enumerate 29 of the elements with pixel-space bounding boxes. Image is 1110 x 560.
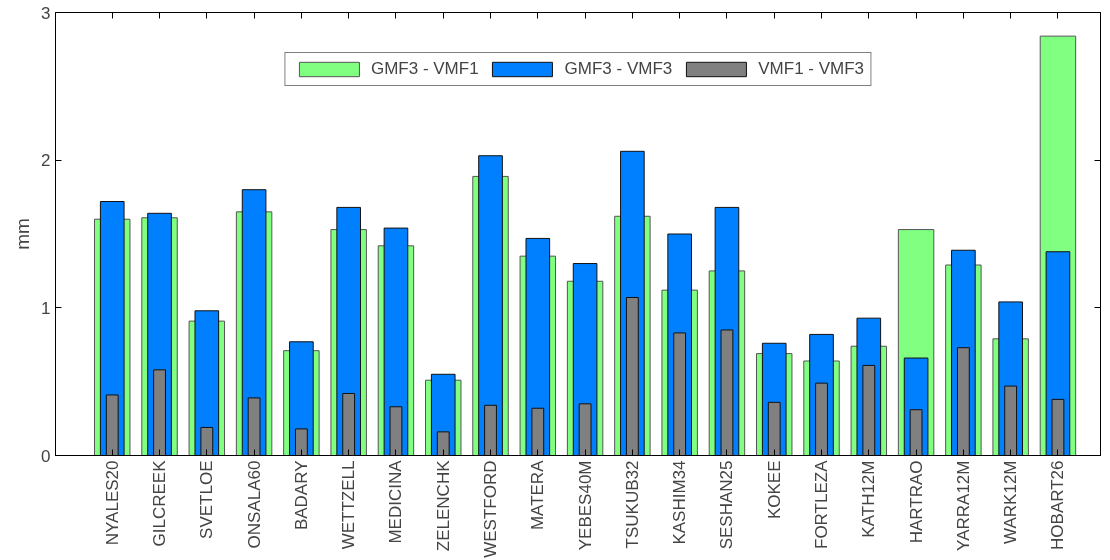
x-tick-label: SESHAN25 xyxy=(717,460,737,550)
x-tick-label: HOBART26 xyxy=(1048,460,1068,550)
x-tick-label: ZELENCHK xyxy=(433,459,453,552)
x-tick-label: BADARY xyxy=(291,460,311,531)
y-tick-label: 0 xyxy=(41,446,51,466)
x-tick-label: GILCREEK xyxy=(150,459,170,547)
y-tick-label: 2 xyxy=(41,151,51,171)
x-tick-label: KATH12M xyxy=(859,460,879,538)
y-tick-label: 1 xyxy=(41,298,51,318)
x-tick-label: YEBES40M xyxy=(575,460,595,551)
y-tick-label: 3 xyxy=(41,3,51,23)
x-tick-label: KASHIM34 xyxy=(670,460,690,545)
x-tick-label: YARRA12M xyxy=(953,460,973,551)
x-tick-label: NYALES20 xyxy=(102,460,122,546)
legend-label: GMF3 - VMF3 xyxy=(564,59,673,79)
y-axis-title: mm xyxy=(12,218,34,250)
x-tick-label: KOKEE xyxy=(764,460,784,520)
x-tick-label: HARTRAO xyxy=(906,460,926,544)
x-tick-label: MEDICINA xyxy=(386,459,406,544)
x-tick-label: TSUKUB32 xyxy=(622,460,642,549)
x-tick-label: FORTLEZA xyxy=(812,459,832,549)
legend-label: GMF3 - VMF1 xyxy=(370,59,479,79)
x-tick-label: WARK12M xyxy=(1001,460,1021,544)
x-tick-label: SVETLOE xyxy=(197,460,217,539)
x-tick-label: WESTFORD xyxy=(481,460,501,558)
x-tick-label: WETTZELL xyxy=(339,460,359,550)
legend-label: VMF1 - VMF3 xyxy=(758,59,865,79)
x-tick-label: MATERA xyxy=(528,459,548,531)
x-tick-label: ONSALA60 xyxy=(244,460,264,549)
